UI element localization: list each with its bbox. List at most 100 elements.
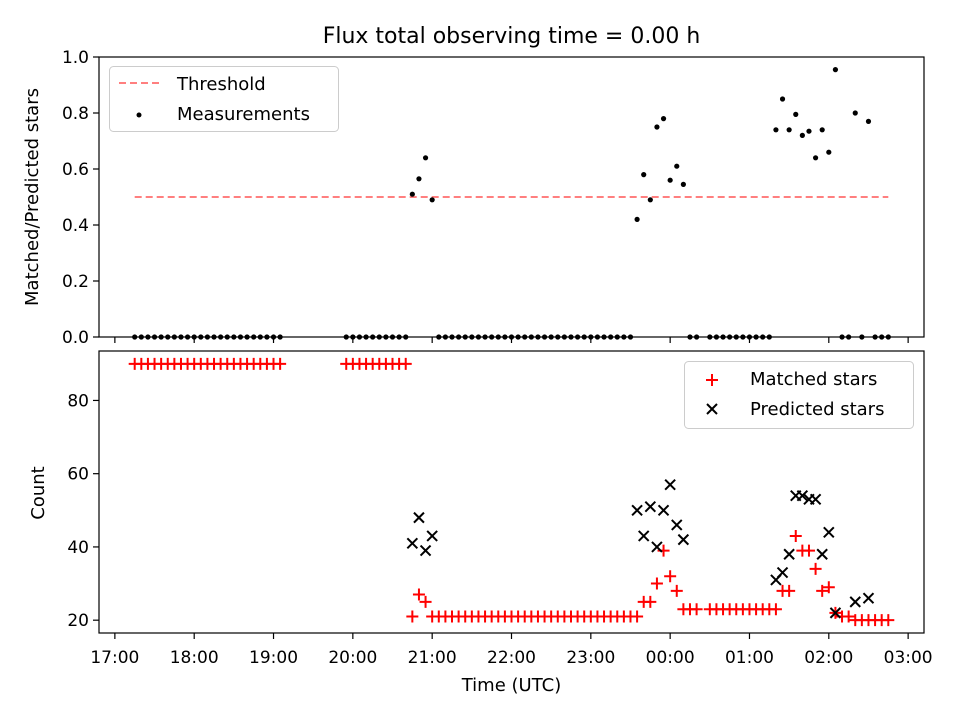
measurement-point [806,128,812,134]
predicted-stars-point [426,530,438,542]
measurement-point [832,67,839,73]
bottom-y-axis: 20 40 60 80 [67,391,99,631]
matched-stars-point [816,584,829,597]
bottom-y-axis-label: Count [28,466,49,519]
legend-predicted-swatch [706,403,718,415]
legend-predicted-label: Predicted stars [750,399,884,420]
matched-stars-point [670,584,683,597]
bottom-x-tick-label: 19:00 [249,648,298,668]
predicted-stars-point [809,493,822,506]
bottom-x-tick-label: 02:00 [804,648,853,668]
measurement-point [409,191,415,197]
predicted-stars-point [413,511,425,524]
top-y-tick-label: 0.2 [62,272,89,292]
bottom-x-tick-label: 17:00 [90,648,139,668]
predicted-stars-point [816,548,828,560]
predicted-stars-point [829,607,842,619]
measurement-point [812,155,819,161]
matched-stars-point [631,610,644,623]
bottom-legend: Matched stars Predicted stars [684,361,914,429]
measurement-point [799,132,805,138]
bottom-x-axis: 17:00 18:00 19:00 20:00 21:00 22:00 23:00 00:00… [90,633,933,668]
matched-stars-point [690,603,703,616]
bottom-y-tick-label: 40 [67,538,89,558]
top-y-tick-label: 0.0 [62,328,89,348]
bottom-x-tick-label: 01:00 [725,648,774,668]
matched-stars-point [399,357,412,370]
bottom-x-tick-label: 03:00 [884,648,933,668]
bottom-x-tick-label: 00:00 [646,648,695,668]
measurement-point [786,127,792,133]
measurement-point [422,155,429,161]
bottom-legend-box [684,361,914,429]
predicted-stars-point [657,504,670,517]
matched-stars-point [842,610,855,623]
measurement-point [680,181,686,187]
matched-stars-point [644,595,657,608]
matched-stars-point [650,577,663,590]
predicted-stars-point [419,544,432,557]
top-legend-box [109,66,339,132]
measurement-point [826,149,832,155]
matched-stars-point [412,588,425,601]
top-panel: 0.0 0.2 0.4 0.6 0.8 1.0 Matched/Predicted sta… [22,48,925,348]
predicted-stars-point [651,541,663,553]
measurement-point [660,116,667,122]
legend-matched-label: Matched stars [750,369,877,390]
measurement-point [641,172,647,178]
top-y-tick-label: 0.8 [62,104,89,124]
predicted-stars-point [823,526,835,538]
top-y-tick-label: 1.0 [62,48,89,68]
measurement-point [416,176,422,182]
predicted-stars-point [664,478,676,491]
predicted-stars-point [406,537,419,549]
bottom-y-tick-label: 20 [67,611,89,631]
legend-measurements-swatch [136,112,142,118]
measurement-point [634,216,640,222]
matched-stars-point [809,562,822,575]
measurement-point [865,118,872,124]
predicted-stars-point [796,489,809,502]
bottom-x-tick-label: 20:00 [328,648,377,668]
top-legend: Threshold Measurements [109,66,339,132]
matched-stars-point [406,610,419,623]
predicted-stars-point [671,519,683,531]
bottom-y-tick-label: 80 [67,391,89,411]
predicted-stars-point [631,504,643,517]
measurement-point [852,110,858,116]
measurement-point [674,163,680,169]
matched-stars-point [769,603,782,616]
measurement-point [793,111,799,117]
matched-stars-point [882,614,895,627]
matched-stars-point [789,529,802,542]
top-y-tick-label: 0.4 [62,216,89,236]
measurement-point [819,127,825,133]
matched-stars-point [274,357,287,370]
predicted-stars-point [849,596,861,608]
matched-stars-point [822,581,835,594]
predicted-stars-point [776,566,789,579]
measurement-point [779,96,786,102]
bottom-y-tick-label: 60 [67,465,89,485]
predicted-stars-point [644,500,657,513]
measurement-point [654,124,660,130]
predicted-stars-point [677,533,690,546]
bottom-x-tick-label: 22:00 [487,648,536,668]
measurement-point [773,127,779,133]
predicted-stars-point [862,592,875,604]
legend-measurements-label: Measurements [177,104,310,125]
bottom-x-tick-label: 21:00 [408,648,457,668]
matched-stars-point [419,595,432,608]
predicted-stars-point [638,530,650,542]
legend-threshold-label: Threshold [176,74,266,95]
top-y-axis-label: Matched/Predicted stars [22,88,43,306]
matched-stars-point [664,570,677,583]
predicted-stars-point [783,548,795,560]
matched-stars-point [802,544,815,557]
bottom-x-axis-label: Time (UTC) [461,675,562,696]
legend-matched-swatch [706,374,718,386]
measurement-point [667,177,673,183]
top-y-tick-label: 0.6 [62,160,89,180]
top-x-ticks [114,337,909,343]
